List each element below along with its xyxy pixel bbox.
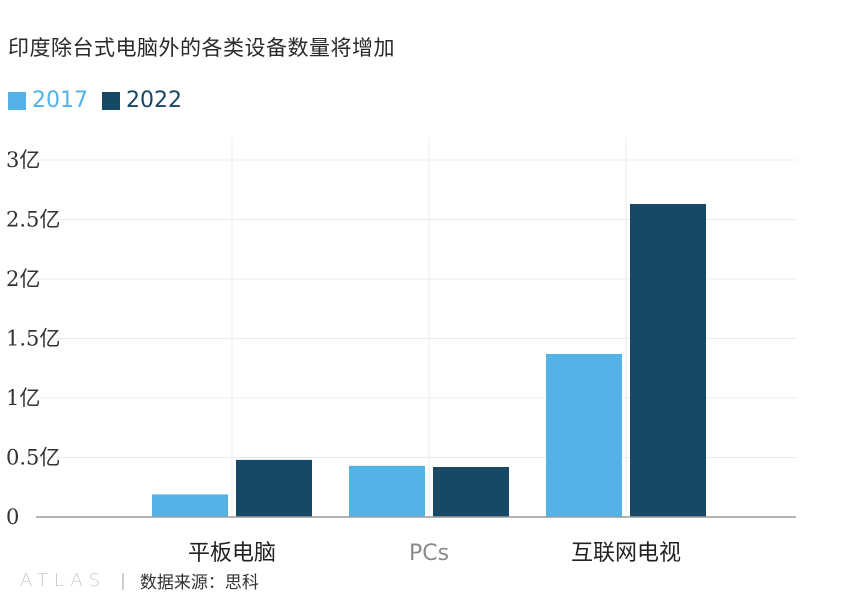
y-tick-label-1: 0.5亿	[6, 446, 60, 470]
bar-2017-2	[546, 353, 622, 517]
source-separator: |	[120, 570, 126, 591]
footer: ATLAS | 数据来源：思科	[20, 568, 259, 593]
source-text: 数据来源：思科	[139, 573, 259, 593]
brand-logo: ATLAS	[20, 570, 107, 591]
bar-2017-0	[152, 494, 228, 517]
legend-label-2022: 2022	[126, 88, 182, 113]
x-tick-label-1: PCs	[409, 541, 449, 566]
legend-swatch-2022	[102, 91, 120, 110]
legend-swatch-2017	[8, 91, 26, 110]
x-tick-label-2: 互联网电视	[571, 541, 681, 566]
bar-2022-0	[236, 459, 312, 517]
chart-title: 印度除台式电脑外的各类设备数量将增加	[8, 36, 395, 60]
legend-item-2017: 2017	[8, 88, 88, 113]
bar-2017-1	[349, 465, 425, 517]
legend-label-2017: 2017	[32, 88, 88, 113]
x-tick-label-0: 平板电脑	[188, 541, 276, 566]
y-tick-label-2: 1亿	[6, 386, 40, 410]
bar-2022-1	[433, 467, 509, 517]
y-tick-label-5: 2.5亿	[6, 208, 60, 232]
y-tick-label-4: 2亿	[6, 267, 40, 291]
legend: 2017 2022	[8, 88, 182, 113]
legend-item-2022: 2022	[102, 88, 182, 113]
y-tick-label-3: 1.5亿	[6, 327, 60, 351]
y-tick-label-6: 3亿	[6, 148, 40, 172]
bar-2022-2	[630, 204, 706, 517]
y-tick-label-0: 0	[6, 505, 19, 529]
